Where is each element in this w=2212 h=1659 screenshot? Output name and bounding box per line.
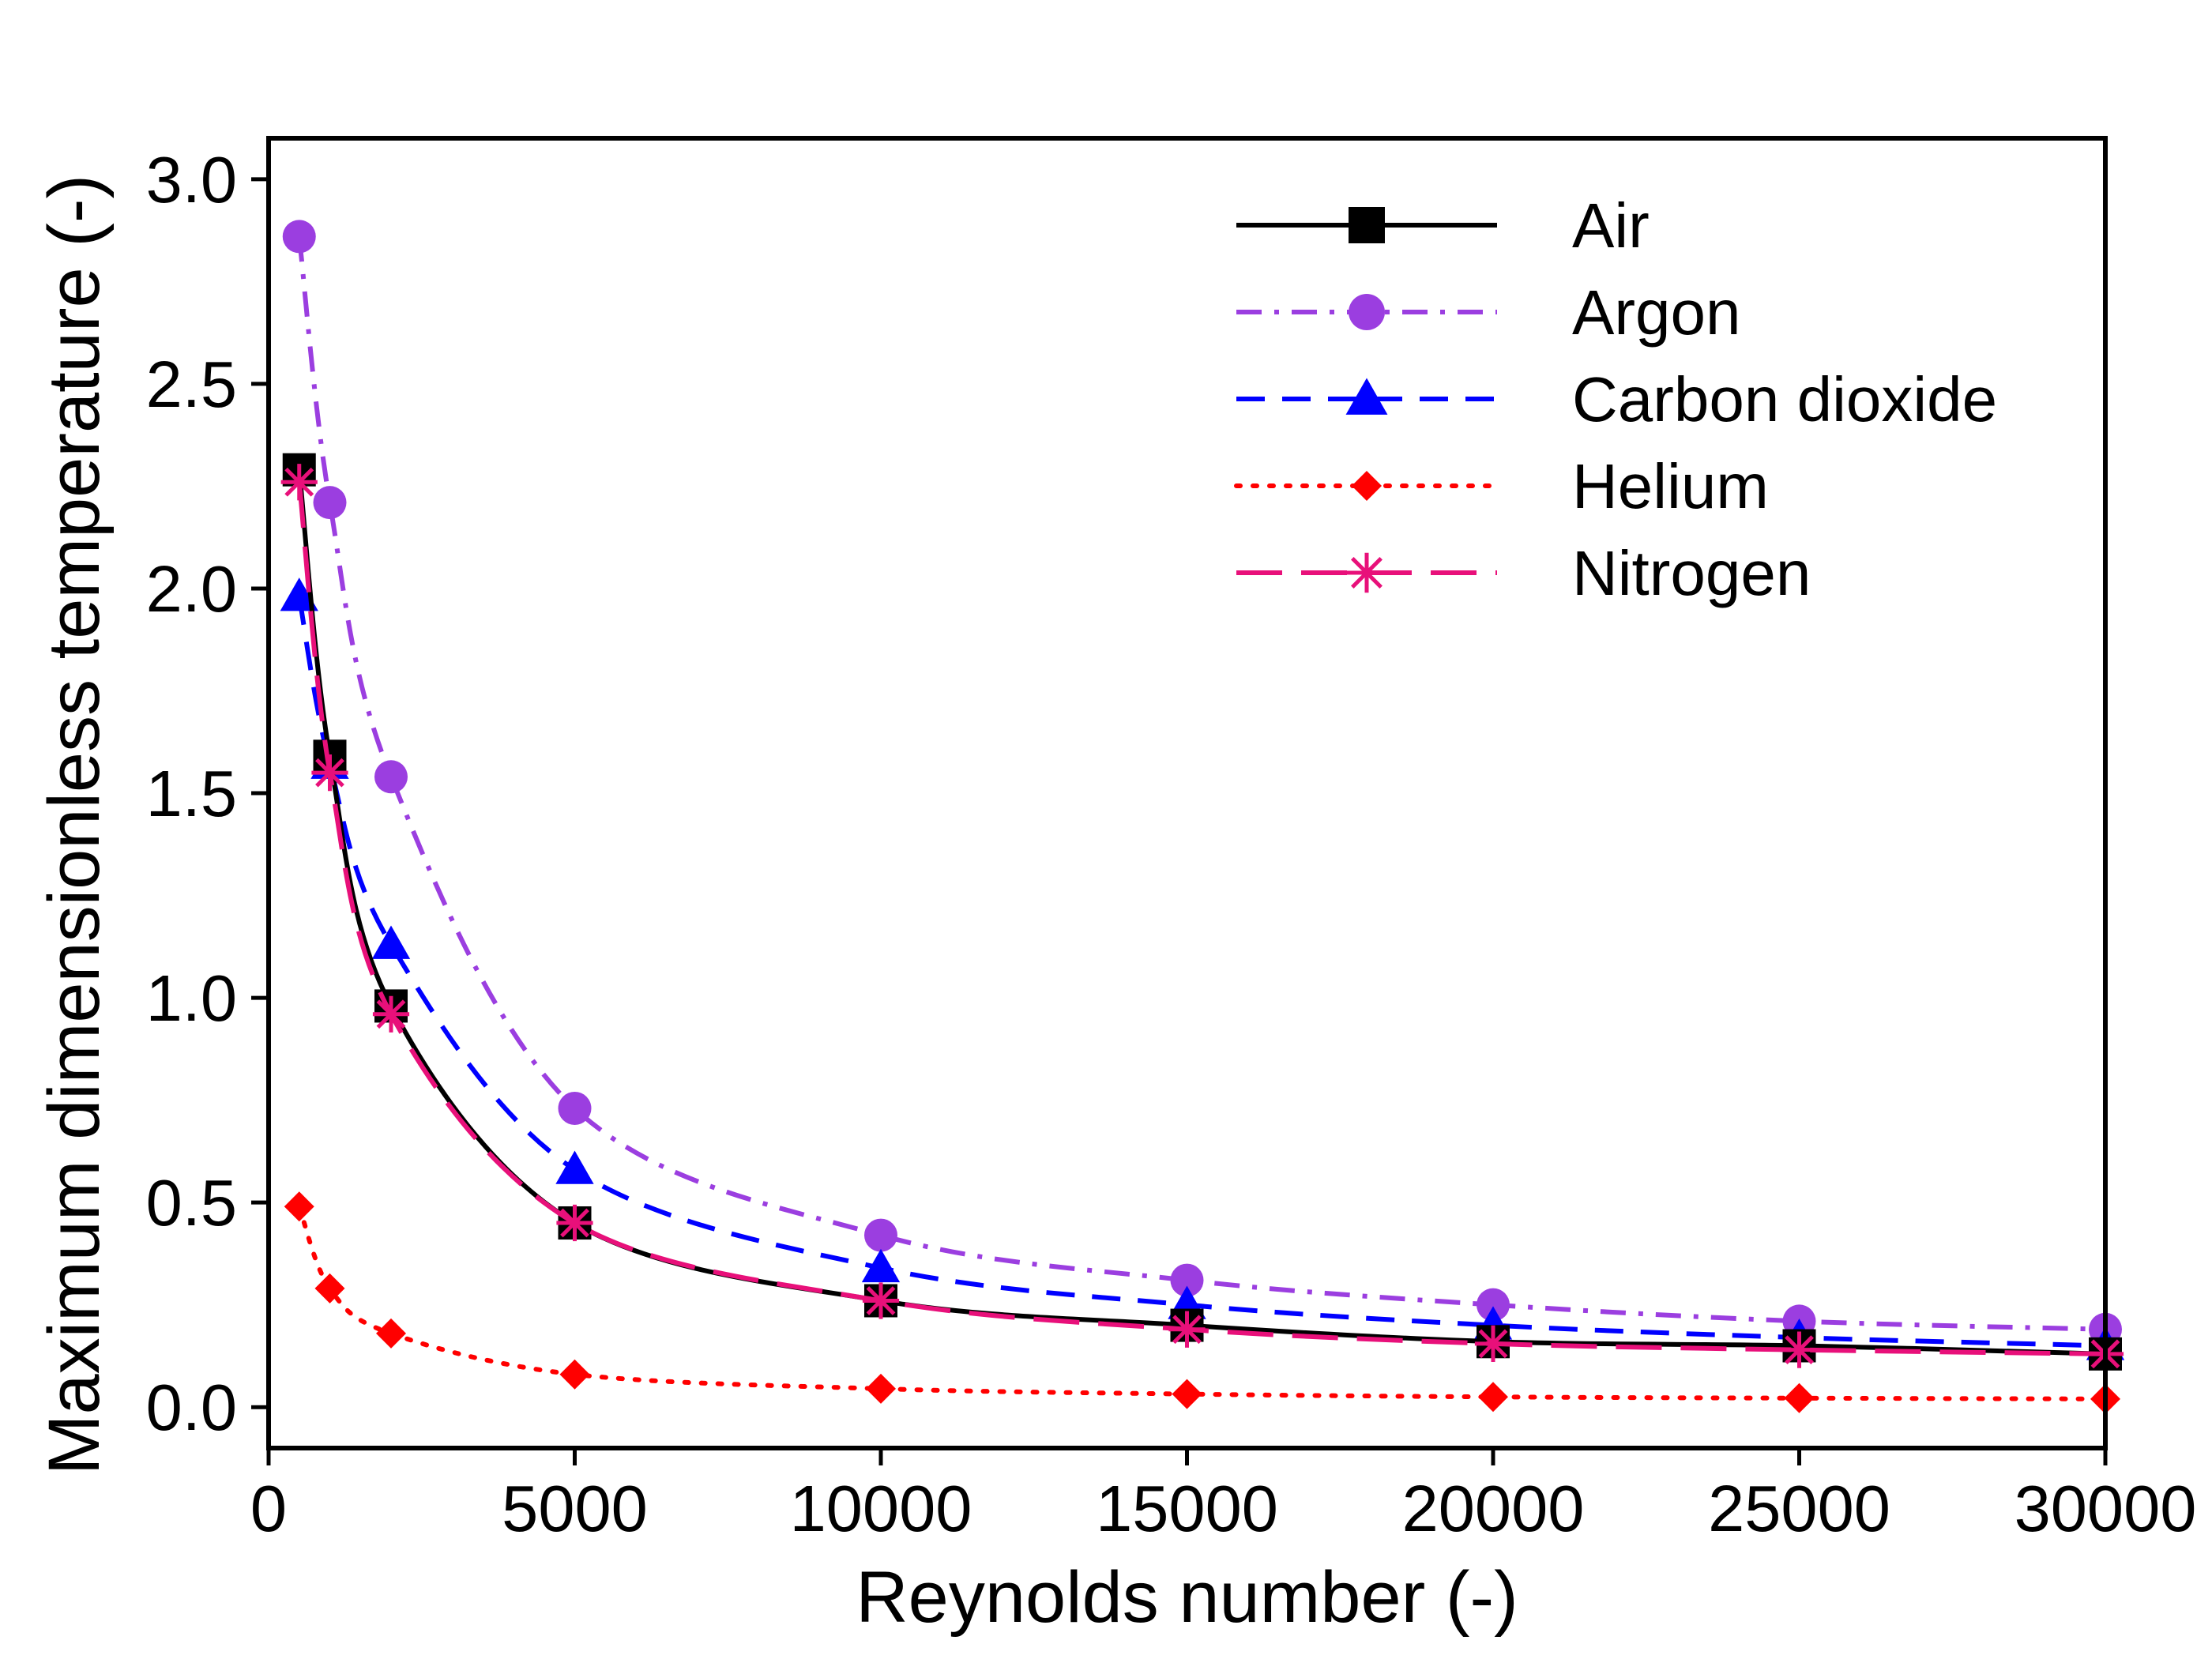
- x-tick-label: 0: [250, 1472, 287, 1545]
- data-point-argon: [864, 1218, 897, 1252]
- legend-marker-argon: [1349, 294, 1385, 330]
- y-tick-label: 1.5: [146, 757, 237, 830]
- legend-item-argon: Argon: [1236, 277, 1740, 348]
- legend-item-air: Air: [1236, 190, 1650, 261]
- y-tick-label: 3.0: [146, 143, 237, 216]
- series-line-argon: [296, 236, 2106, 1332]
- x-axis: 0 5000 10000 15000 20000 25000 30000: [250, 1448, 2196, 1545]
- y-tick-label: 1.0: [146, 961, 237, 1035]
- legend-label-nitrogen: Nitrogen: [1572, 538, 1811, 608]
- x-axis-title: Reynolds number (-): [856, 1557, 1518, 1638]
- legend-marker-nitrogen: [1346, 552, 1387, 593]
- data-point-carbon-dioxide: [555, 1150, 594, 1184]
- x-tick-label: 10000: [790, 1472, 972, 1545]
- x-tick-label: 20000: [1402, 1472, 1585, 1545]
- data-point-argon: [1170, 1263, 1204, 1297]
- data-point-helium: [1784, 1382, 1815, 1413]
- legend-marker-air: [1349, 207, 1385, 243]
- y-tick-label: 2.0: [146, 552, 237, 626]
- legend-label-helium: Helium: [1572, 451, 1769, 521]
- y-axis: 0.0 0.5 1.0 1.5 2.0 2.5 3.0: [146, 143, 269, 1444]
- x-tick-label: 15000: [1096, 1472, 1278, 1545]
- legend-item-nitrogen: Nitrogen: [1236, 538, 1811, 608]
- legend-marker-helium: [1352, 471, 1382, 501]
- data-point-helium: [866, 1373, 896, 1404]
- y-axis-title: Maximum dimensionless temperature (-): [34, 175, 115, 1475]
- data-point-nitrogen: [1781, 1331, 1818, 1368]
- legend-label-argon: Argon: [1572, 277, 1740, 348]
- data-point-carbon-dioxide: [371, 925, 411, 959]
- data-point-argon: [313, 486, 347, 520]
- data-point-helium: [1172, 1379, 1202, 1409]
- x-tick-label: 30000: [2014, 1472, 2197, 1545]
- y-tick-label: 2.5: [146, 348, 237, 421]
- legend-label-carbon-dioxide: Carbon dioxide: [1572, 364, 1997, 434]
- data-point-helium: [376, 1318, 406, 1349]
- series-line-carbon-dioxide: [296, 596, 2106, 1349]
- data-point-nitrogen: [372, 995, 410, 1033]
- legend: Air Argon Carbon dioxide Helium Nitrogen: [1234, 190, 1997, 608]
- series-helium: [284, 1191, 2120, 1414]
- x-tick-label: 25000: [1708, 1472, 1890, 1545]
- data-point-carbon-dioxide: [280, 577, 318, 611]
- data-point-argon: [282, 220, 316, 254]
- data-point-nitrogen: [556, 1204, 593, 1242]
- data-point-argon: [558, 1091, 592, 1125]
- data-point-nitrogen: [1168, 1311, 1206, 1348]
- data-point-nitrogen: [862, 1282, 900, 1319]
- legend-item-carbon-dioxide: Carbon dioxide: [1236, 364, 1997, 434]
- data-point-helium: [314, 1273, 345, 1304]
- y-tick-label: 0.5: [146, 1166, 237, 1240]
- data-point-nitrogen: [280, 464, 318, 501]
- data-point-nitrogen: [311, 754, 348, 792]
- data-point-nitrogen: [1474, 1325, 1512, 1362]
- data-point-helium: [559, 1359, 590, 1390]
- data-point-carbon-dioxide: [861, 1248, 901, 1283]
- legend-item-helium: Helium: [1234, 451, 1769, 521]
- plot-series-group: [280, 220, 2125, 1414]
- data-point-argon: [374, 760, 408, 794]
- x-tick-label: 5000: [502, 1472, 648, 1545]
- y-tick-label: 0.0: [146, 1371, 237, 1444]
- data-point-argon: [1477, 1288, 1510, 1322]
- data-point-helium: [284, 1191, 314, 1222]
- legend-marker-carbon-dioxide: [1345, 378, 1388, 415]
- data-point-helium: [1478, 1382, 1508, 1413]
- legend-label-air: Air: [1572, 190, 1650, 261]
